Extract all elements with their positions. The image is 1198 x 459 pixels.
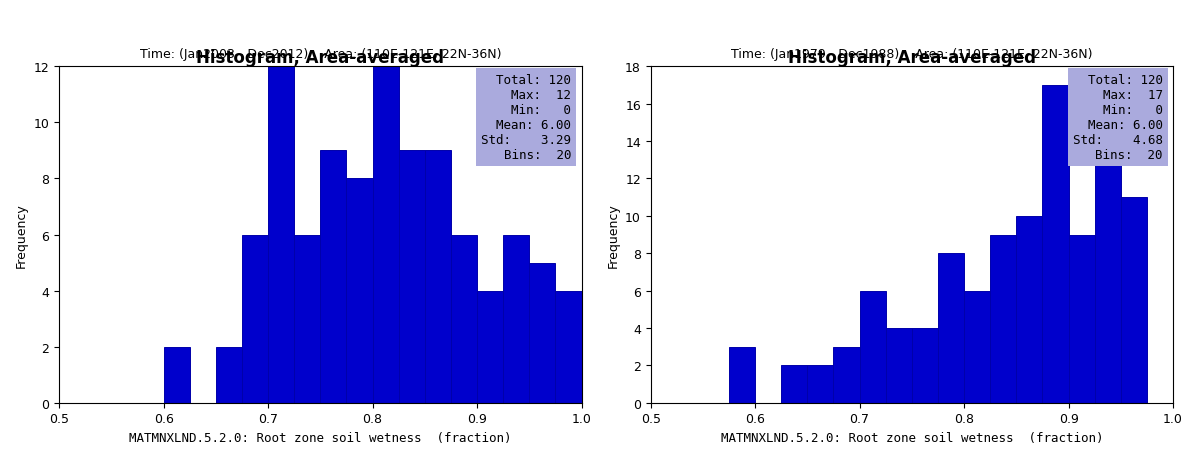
Bar	[556, 291, 581, 403]
Bar	[164, 347, 189, 403]
Title: Histogram, Area-averaged: Histogram, Area-averaged	[196, 49, 444, 67]
Bar	[216, 347, 242, 403]
Bar	[503, 235, 530, 403]
Bar	[730, 347, 755, 403]
Y-axis label: Frequency: Frequency	[16, 203, 28, 267]
Bar	[885, 328, 912, 403]
Bar	[807, 365, 834, 403]
X-axis label: MATMNXLND.5.2.0: Root zone soil wetness  (fraction): MATMNXLND.5.2.0: Root zone soil wetness …	[129, 431, 512, 444]
Bar	[912, 328, 938, 403]
Bar	[399, 151, 425, 403]
Bar	[991, 235, 1016, 403]
Bar	[425, 151, 450, 403]
Y-axis label: Frequency: Frequency	[606, 203, 619, 267]
Bar	[1069, 235, 1095, 403]
Bar	[834, 347, 860, 403]
Bar	[295, 235, 320, 403]
Bar	[1016, 216, 1042, 403]
Bar	[477, 291, 503, 403]
Bar	[346, 179, 373, 403]
Text: Time: (Jan2003 - Dec2012)    Area: (110E-121E, 22N-36N): Time: (Jan2003 - Dec2012) Area: (110E-12…	[140, 47, 501, 61]
Title: Histogram, Area-averaged: Histogram, Area-averaged	[788, 49, 1036, 67]
Bar	[781, 365, 807, 403]
Bar	[860, 291, 885, 403]
Bar	[1042, 86, 1069, 403]
Bar	[964, 291, 991, 403]
Bar	[450, 235, 477, 403]
Text: Total: 120
Max:  12
Min:   0
Mean: 6.00
Std:    3.29
Bins:  20: Total: 120 Max: 12 Min: 0 Mean: 6.00 Std…	[482, 74, 571, 162]
Bar	[938, 254, 964, 403]
Bar	[320, 151, 346, 403]
Bar	[1095, 86, 1121, 403]
Bar	[1121, 198, 1146, 403]
Text: Time: (Jan1979 - Dec1988)    Area: (110E-121E, 22N-36N): Time: (Jan1979 - Dec1988) Area: (110E-12…	[731, 47, 1093, 61]
Bar	[530, 263, 556, 403]
Bar	[373, 67, 399, 403]
X-axis label: MATMNXLND.5.2.0: Root zone soil wetness  (fraction): MATMNXLND.5.2.0: Root zone soil wetness …	[721, 431, 1103, 444]
Bar	[242, 235, 268, 403]
Bar	[268, 67, 295, 403]
Text: Total: 120
Max:  17
Min:   0
Mean: 6.00
Std:    4.68
Bins:  20: Total: 120 Max: 17 Min: 0 Mean: 6.00 Std…	[1072, 74, 1162, 162]
